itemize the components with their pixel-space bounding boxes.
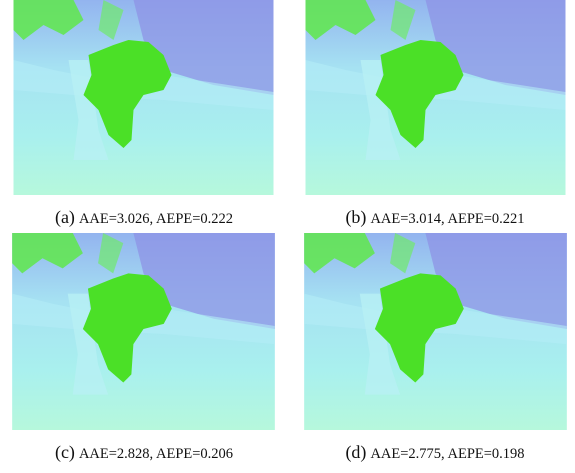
panel: (d) AAE=2.775, AEPE=0.198 <box>300 233 570 463</box>
caption: (c) AAE=2.828, AEPE=0.206 <box>9 442 279 463</box>
caption-text: AAE=2.775, AEPE=0.198 <box>370 446 524 462</box>
caption-text: AAE=3.014, AEPE=0.221 <box>370 211 524 227</box>
figure: (a) AAE=3.026, AEPE=0.222 (b) AAE=3.014,… <box>0 0 575 473</box>
panel: (a) AAE=3.026, AEPE=0.222 <box>9 0 279 228</box>
panel-label: (b) <box>345 207 366 227</box>
caption-text: AAE=2.828, AEPE=0.206 <box>79 446 233 462</box>
panel: (c) AAE=2.828, AEPE=0.206 <box>9 233 279 463</box>
flow-image <box>12 233 275 430</box>
panel-label: (a) <box>55 207 75 227</box>
caption-text: AAE=3.026, AEPE=0.222 <box>79 211 233 227</box>
flow-image <box>304 233 567 430</box>
caption: (a) AAE=3.026, AEPE=0.222 <box>9 207 279 228</box>
caption: (b) AAE=3.014, AEPE=0.221 <box>300 207 570 228</box>
panel-label: (c) <box>55 442 75 462</box>
panel: (b) AAE=3.014, AEPE=0.221 <box>300 0 570 228</box>
flow-image <box>304 0 567 195</box>
flow-image <box>12 0 275 195</box>
caption: (d) AAE=2.775, AEPE=0.198 <box>300 442 570 463</box>
panel-label: (d) <box>345 442 366 462</box>
